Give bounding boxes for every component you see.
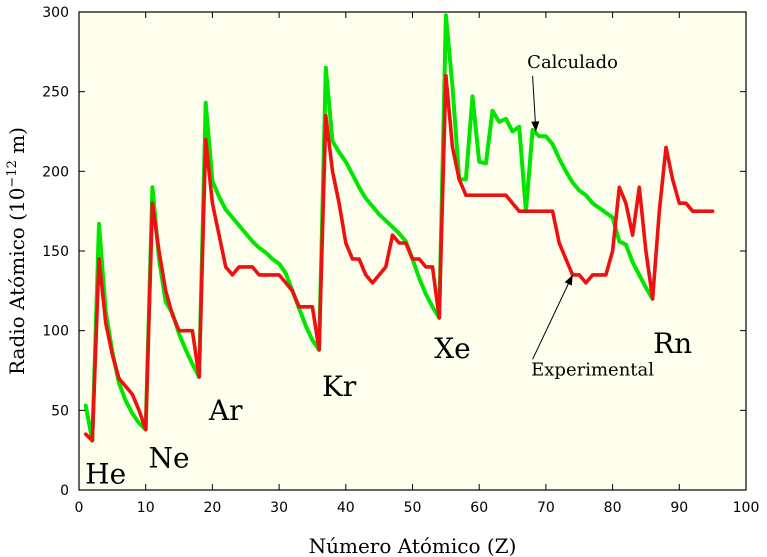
x-tick-label: 50 <box>404 500 422 516</box>
y-tick-label: 200 <box>42 164 69 180</box>
y-axis-title-exponent: −12 <box>5 160 20 187</box>
element-label-xe: Xe <box>434 332 471 365</box>
series-line-experimental <box>83 73 715 443</box>
x-tick-label: 70 <box>537 500 555 516</box>
y-axis-title-unit: m) <box>5 127 29 160</box>
annotation-layer: Calculado Experimental He Ne Ar Kr Xe Rn <box>85 52 692 491</box>
y-axis-title-main: Radio Atómico (10 <box>5 188 29 375</box>
x-tick-label: 40 <box>337 500 355 516</box>
x-tick-label: 100 <box>733 500 760 516</box>
y-tick-label: 100 <box>42 324 69 340</box>
y-tick-label: 50 <box>51 403 69 419</box>
x-tick-label: 10 <box>137 500 155 516</box>
x-axis-title: Número Atómico (Z) <box>309 534 517 557</box>
x-tick-label: 0 <box>75 500 84 516</box>
y-tick-label: 300 <box>42 5 69 21</box>
plot-area <box>79 12 746 490</box>
x-tick-label: 90 <box>670 500 688 516</box>
annotation-experimental: Experimental <box>531 359 654 380</box>
element-label-he: He <box>85 458 126 491</box>
y-tick-label: 150 <box>42 244 69 260</box>
series-line-calculado <box>83 13 655 443</box>
element-label-ar: Ar <box>208 394 243 427</box>
annotation-calculado: Calculado <box>527 52 618 73</box>
x-tick-label: 80 <box>604 500 622 516</box>
x-tick-label: 30 <box>270 500 288 516</box>
annotation-arrowhead <box>564 274 573 286</box>
x-tick-label: 20 <box>203 500 221 516</box>
y-tick-label: 0 <box>60 483 69 499</box>
y-tick-label: 250 <box>42 85 69 101</box>
y-axis-title: Radio Atómico (10−12 m) <box>5 127 29 375</box>
element-label-rn: Rn <box>653 327 692 360</box>
element-label-kr: Kr <box>322 370 357 403</box>
series-layer <box>83 13 715 443</box>
annotation-arrowhead <box>531 121 540 132</box>
annotation-arrow <box>532 274 574 360</box>
plot-frame <box>78 11 747 491</box>
ticks-layer: 0 10 20 30 40 50 60 70 80 90 100 0 50 100 150 200 250 300 <box>42 5 759 516</box>
element-label-ne: Ne <box>149 442 190 475</box>
x-tick-label: 60 <box>470 500 488 516</box>
